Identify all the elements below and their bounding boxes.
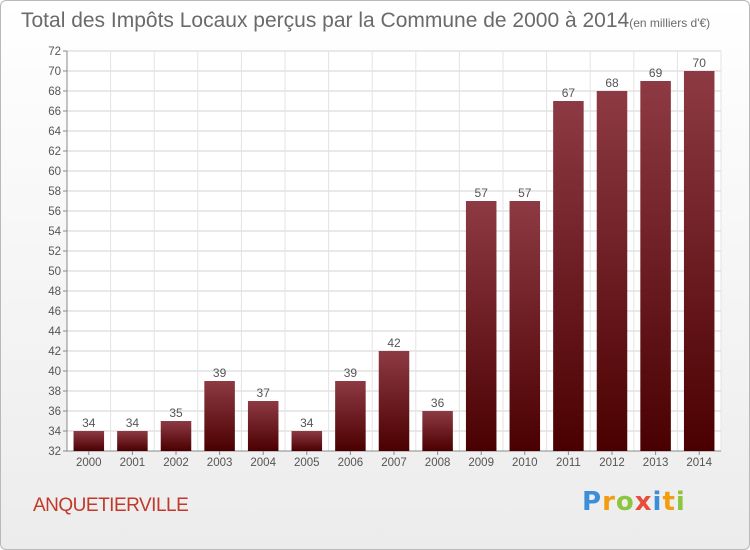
y-tick-label: 52 [48, 246, 61, 258]
y-tick-label: 72 [48, 46, 61, 58]
y-tick-label: 44 [48, 326, 61, 338]
bar [596, 91, 628, 451]
x-tick-label: 2012 [599, 457, 625, 469]
logo-letter: t [662, 487, 676, 517]
logo-letter: i [652, 487, 663, 517]
bar [422, 411, 453, 451]
bar [640, 81, 671, 451]
x-tick-label: 2002 [163, 457, 189, 469]
x-tick-label: 2014 [686, 457, 712, 469]
data-label: 57 [475, 186, 489, 200]
logo-letter: r [602, 487, 616, 517]
data-label: 36 [431, 396, 445, 410]
chart-title: Total des Impôts Locaux perçus par la Co… [21, 9, 630, 32]
bar [160, 421, 192, 451]
x-tick-label: 2001 [120, 457, 146, 469]
x-tick-label: 2005 [294, 457, 320, 469]
y-tick-label: 58 [48, 186, 61, 198]
chart-unit: (en milliers d'€) [629, 16, 711, 30]
bar [204, 381, 235, 451]
y-tick-label: 38 [48, 386, 61, 398]
logo-letter: i [675, 487, 686, 517]
y-tick-label: 62 [48, 146, 61, 158]
data-label: 68 [605, 76, 619, 90]
x-tick-label: 2010 [512, 457, 538, 469]
x-tick-label: 2011 [556, 457, 581, 469]
y-tick-label: 36 [48, 406, 61, 418]
x-tick-label: 2013 [643, 457, 669, 469]
x-tick-label: 2003 [207, 457, 233, 469]
y-tick-label: 64 [48, 126, 61, 138]
logo-letter: P [582, 487, 603, 517]
bar [509, 201, 541, 451]
bar [247, 401, 279, 451]
data-label: 34 [300, 416, 314, 430]
chart-title-row: Total des Impôts Locaux perçus par la Co… [21, 9, 710, 33]
bar [73, 431, 105, 451]
y-tick-label: 46 [48, 306, 61, 318]
commune-name: ANQUETIERVILLE [33, 495, 189, 516]
x-tick-label: 2008 [425, 457, 451, 469]
x-tick-label: 2007 [381, 457, 407, 469]
y-tick-label: 42 [48, 346, 61, 358]
x-tick-label: 2009 [468, 457, 494, 469]
bar [683, 71, 715, 451]
data-label: 39 [213, 366, 227, 380]
y-tick-label: 54 [48, 226, 61, 238]
y-tick-label: 34 [48, 426, 61, 438]
data-label: 70 [693, 56, 707, 70]
y-tick-label: 32 [48, 446, 61, 458]
data-label: 34 [82, 416, 96, 430]
bar [378, 351, 410, 451]
bar [291, 431, 323, 451]
bar [465, 201, 497, 451]
y-tick-label: 48 [48, 286, 61, 298]
x-tick-label: 2004 [250, 457, 276, 469]
x-tick-label: 2000 [76, 457, 102, 469]
proxiti-logo: Proxiti [582, 487, 686, 517]
y-tick-label: 40 [48, 366, 61, 378]
data-label: 57 [518, 186, 532, 200]
bar [117, 431, 148, 451]
bar [335, 381, 366, 451]
bar [553, 101, 584, 451]
data-label: 35 [169, 406, 183, 420]
y-tick-label: 50 [48, 266, 61, 278]
y-tick-label: 68 [48, 86, 61, 98]
data-label: 37 [257, 386, 271, 400]
y-tick-label: 70 [48, 66, 61, 78]
logo-letter: x [634, 487, 653, 517]
y-tick-label: 66 [48, 106, 61, 118]
x-tick-label: 2006 [338, 457, 364, 469]
data-label: 34 [126, 416, 140, 430]
data-label: 67 [562, 86, 576, 100]
y-tick-label: 56 [48, 206, 61, 218]
logo-letter: o [615, 487, 635, 517]
y-tick-label: 60 [48, 166, 61, 178]
data-label: 39 [344, 366, 358, 380]
data-label: 42 [387, 336, 401, 350]
data-label: 69 [649, 66, 663, 80]
